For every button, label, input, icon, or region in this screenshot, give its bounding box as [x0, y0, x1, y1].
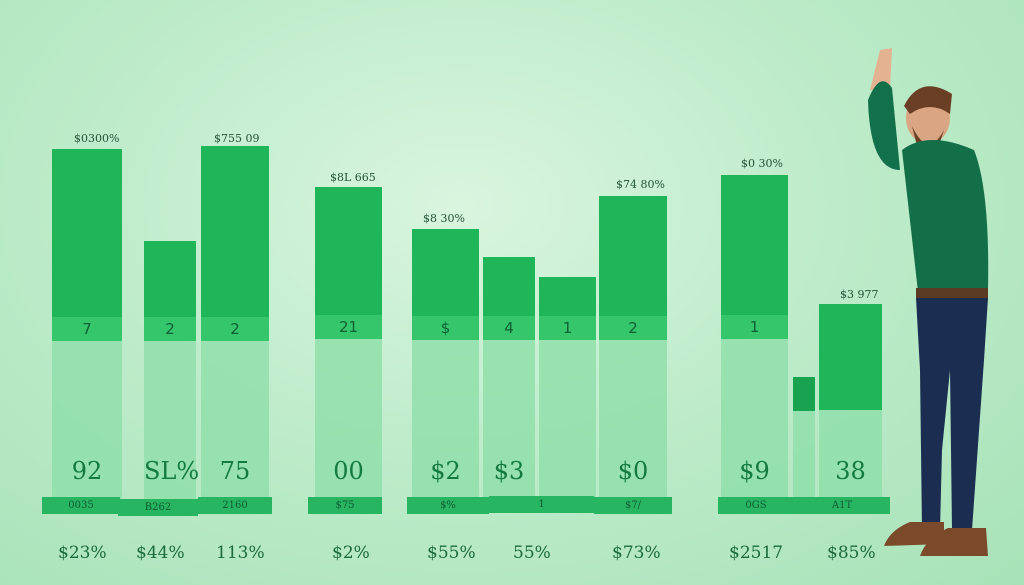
bar-top-label: $0300%: [74, 132, 120, 145]
chart-bar: 2 75: [201, 146, 269, 499]
bar-value-label: $3: [493, 457, 525, 485]
base-plate: B262: [118, 499, 198, 516]
chart-bar: [793, 377, 815, 499]
chart-bar: 4 $3: [483, 257, 535, 499]
base-plate: 0GS: [718, 497, 794, 514]
bar-value-label: SL%: [144, 457, 200, 485]
percent-label: $55%: [427, 543, 476, 563]
percent-label: $73%: [612, 543, 661, 563]
bar-value-label: 00: [333, 457, 364, 485]
percent-label: $44%: [136, 543, 185, 563]
base-plate: 2160: [198, 497, 272, 514]
bar-band-label: 21: [315, 315, 382, 339]
chart-bar: 1: [539, 277, 596, 499]
percent-label: $23%: [58, 543, 107, 563]
bar-value-label: $0: [617, 457, 649, 485]
bar-band-label: 1: [539, 316, 596, 340]
bar-top-label: $74 80%: [616, 178, 665, 191]
base-plate: A1T: [794, 497, 890, 514]
bar-band-label: 4: [483, 316, 535, 340]
bar-value-label: $9: [739, 457, 770, 485]
chart-bar: 1 $9: [721, 175, 788, 499]
base-plate: 0035: [42, 497, 120, 514]
chart-bar: 38: [819, 304, 882, 499]
bar-top-label: $3 977: [840, 288, 879, 301]
bar-value-label: 38: [835, 457, 866, 485]
bar-band-label: 2: [599, 316, 667, 340]
bar-top-label: $0 30%: [741, 157, 783, 170]
chart-bar: 7 92: [52, 149, 122, 499]
bar-top-label: $755 09: [214, 132, 260, 145]
bar-value-label: 92: [71, 457, 103, 485]
bar-band-label: 2: [201, 317, 269, 341]
base-plate: $%: [407, 497, 489, 514]
percent-label: 113%: [216, 543, 265, 563]
base-plate: 1: [489, 496, 594, 513]
bar-band-label: $: [412, 316, 479, 340]
bar-value-label: $2: [430, 457, 461, 485]
chart-bar: 2 SL%: [144, 241, 200, 499]
percent-label: $85%: [827, 543, 876, 563]
bar-value-label: 75: [219, 457, 251, 485]
bar-band-label: 2: [144, 317, 196, 341]
base-plate: $7/: [594, 497, 672, 514]
percent-label: 55%: [513, 543, 551, 563]
bar-top-label: $8L 665: [330, 171, 376, 184]
chart-bar: 2 $0: [599, 196, 667, 499]
bar-band-label: 7: [52, 317, 122, 341]
chart-bar: 21 00: [315, 187, 382, 499]
man-raising-hand-icon: [868, 48, 989, 556]
bar-top-label: $8 30%: [423, 212, 465, 225]
bar-band-label: 1: [721, 315, 788, 339]
base-plate: $75: [308, 497, 382, 514]
chart-bar: $ $2: [412, 229, 479, 499]
percent-label: $2517: [729, 543, 784, 563]
percent-label: $2%: [332, 543, 370, 563]
